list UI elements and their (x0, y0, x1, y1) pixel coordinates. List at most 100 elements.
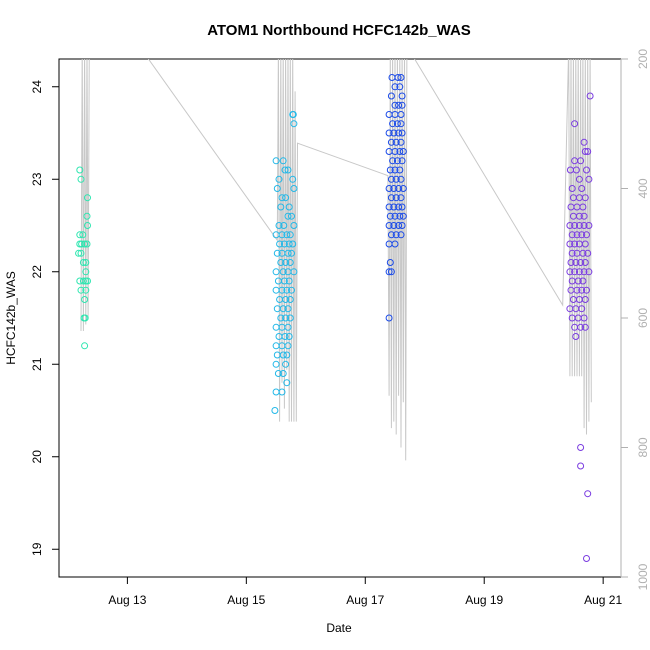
data-point (84, 222, 91, 229)
data-point (279, 157, 287, 165)
data-point (277, 259, 285, 266)
data-point (398, 92, 406, 100)
data-point (278, 231, 286, 239)
data-point (284, 212, 292, 220)
data-point (290, 222, 298, 229)
data-point (396, 212, 404, 220)
data-point (391, 212, 399, 220)
data-point (278, 388, 286, 396)
data-point (275, 175, 283, 183)
plot-frame (58, 58, 622, 578)
data-point (79, 277, 87, 285)
data-point (290, 268, 298, 276)
data-point (584, 249, 592, 257)
data-point (580, 268, 588, 276)
data-point (572, 259, 580, 266)
y2-tick-label: 800 (636, 437, 650, 457)
data-point (385, 111, 393, 118)
data-point (282, 194, 290, 202)
y2-tick-label: 1000 (636, 563, 650, 590)
data-point (399, 212, 407, 220)
data-point (578, 231, 586, 239)
data-point (578, 185, 586, 192)
flight-track-line (80, 59, 592, 461)
data-point (572, 305, 580, 313)
data-point (395, 203, 403, 211)
y2-tick-label: 200 (636, 49, 650, 69)
data-point (385, 203, 393, 211)
data-point (82, 286, 90, 294)
data-point (575, 212, 583, 220)
y-tick-label: 20 (30, 450, 44, 464)
data-point (285, 277, 293, 285)
data-point (81, 296, 89, 303)
data-point (585, 268, 593, 276)
flight-track-layer (80, 59, 592, 461)
data-point (397, 175, 405, 183)
data-point (571, 268, 579, 276)
data-point (280, 277, 288, 285)
data-point (283, 379, 291, 387)
data-point (398, 157, 406, 165)
data-point (76, 166, 84, 174)
data-point (569, 296, 577, 303)
data-point (573, 286, 581, 294)
data-point (584, 148, 592, 155)
data-point (398, 129, 406, 137)
data-point (387, 194, 395, 202)
data-point (273, 185, 281, 192)
data-point (273, 249, 281, 257)
data-point (578, 305, 586, 313)
data-point (395, 129, 403, 137)
data-point (572, 333, 580, 340)
data-point (282, 314, 290, 322)
data-point (390, 185, 398, 192)
data-point (391, 166, 399, 174)
data-point (399, 148, 407, 155)
data-point (577, 157, 585, 165)
data-point (387, 138, 395, 146)
data-point (397, 231, 405, 239)
x-tick-label: Aug 19 (465, 593, 503, 607)
data-point (278, 194, 286, 202)
data-point (77, 249, 85, 257)
data-point (288, 249, 295, 257)
data-point (84, 194, 91, 202)
data-point (282, 296, 290, 303)
y2-tick-label: 400 (636, 178, 650, 198)
data-point (276, 240, 284, 248)
data-point (281, 166, 289, 174)
data-point (398, 203, 406, 211)
data-point (577, 444, 585, 451)
data-point (586, 92, 594, 100)
data-point (275, 222, 283, 229)
data-point (397, 74, 405, 81)
data-point (277, 314, 285, 322)
data-point (391, 148, 399, 155)
data-point (272, 286, 280, 294)
data-point (283, 286, 291, 294)
data-point (274, 370, 282, 377)
data-point (284, 342, 292, 350)
data-point (285, 240, 293, 248)
data-point (575, 222, 583, 229)
data-point (272, 157, 280, 165)
data-point (289, 175, 297, 183)
data-point (290, 120, 298, 128)
data-point (280, 240, 288, 248)
data-point (575, 175, 583, 183)
data-point (571, 120, 579, 128)
data-point (581, 240, 589, 248)
data-point (571, 240, 579, 248)
data-point (583, 231, 590, 239)
data-point (579, 203, 587, 211)
data-point (81, 342, 89, 350)
data-point (396, 148, 404, 155)
data-point (285, 203, 293, 211)
data-point (395, 222, 403, 229)
data-point (389, 120, 397, 128)
data-point (272, 268, 280, 276)
data-point (581, 296, 589, 303)
data-point (279, 305, 287, 313)
